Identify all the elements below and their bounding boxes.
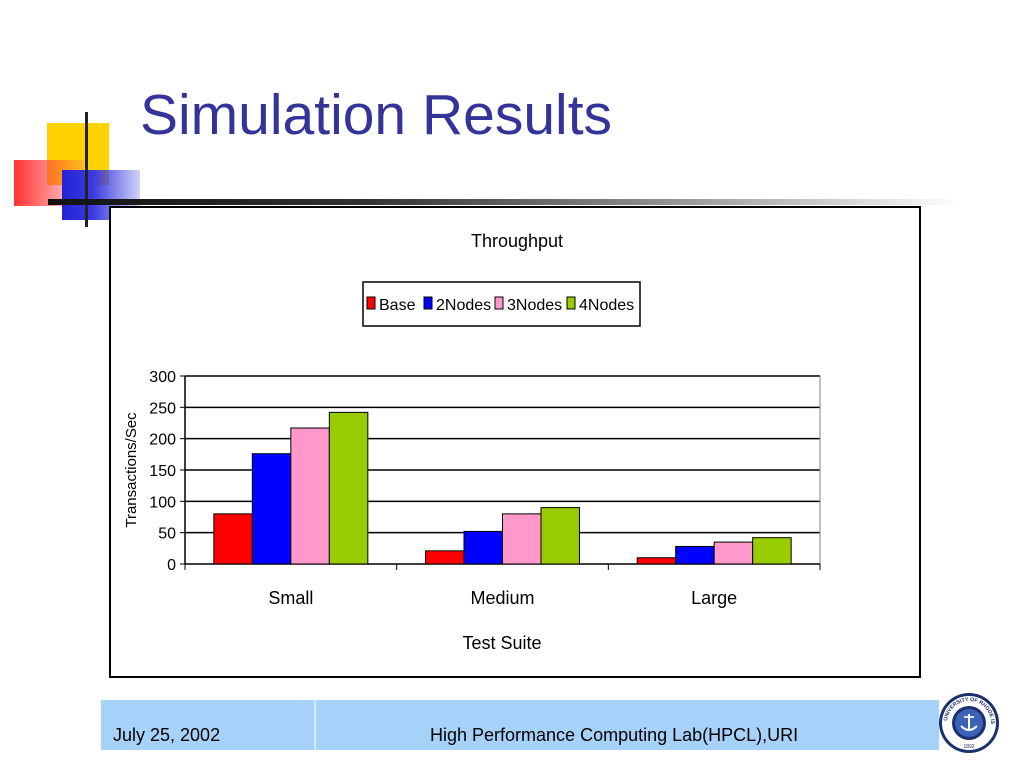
throughput-chart: Throughput Base 2Nodes 3Nodes 4Nodes 0 50 100 15… xyxy=(123,231,821,653)
bar-2-2 xyxy=(713,541,754,565)
decorative-vertical-line xyxy=(85,112,88,227)
bar-1-0 xyxy=(425,550,465,565)
y-tick-label: 300 xyxy=(149,369,176,386)
y-tick-label: 250 xyxy=(149,400,176,417)
bar-2-1 xyxy=(675,545,715,565)
bar-1-2 xyxy=(502,513,542,565)
university-seal-logo: UNIVERSITY OF RHODE ISLAND 1892 xyxy=(938,692,999,753)
legend-swatch xyxy=(494,296,504,310)
x-category-label: Large xyxy=(691,588,737,608)
title-underline xyxy=(48,199,960,205)
bar-0-2 xyxy=(290,427,330,565)
footer-divider xyxy=(314,700,316,750)
x-category-label: Small xyxy=(268,588,313,608)
legend-swatch xyxy=(423,296,433,310)
chart-legend: Base 2Nodes 3Nodes 4Nodes xyxy=(362,281,641,327)
y-tick-label: 200 xyxy=(149,432,176,449)
bar-0-0 xyxy=(213,513,253,565)
bar-2-3 xyxy=(752,537,792,565)
x-axis-label: Test Suite xyxy=(462,633,541,653)
bar-2-0 xyxy=(636,557,677,565)
y-tick-label: 0 xyxy=(167,557,176,574)
footer-date: July 25, 2002 xyxy=(113,725,221,745)
legend-label: 4Nodes xyxy=(579,297,634,314)
bar-1-3 xyxy=(540,507,580,565)
legend-swatch xyxy=(566,296,576,310)
slide-title: Simulation Results xyxy=(140,83,613,147)
bar-0-3 xyxy=(328,411,369,565)
bar-1-1 xyxy=(463,530,503,565)
legend-label: Base xyxy=(379,297,416,314)
y-axis-label: Transactions/Sec xyxy=(123,412,140,528)
y-tick-label: 50 xyxy=(158,526,176,543)
x-category-label: Medium xyxy=(470,588,534,608)
y-tick-label: 100 xyxy=(149,494,176,511)
svg-text:1892: 1892 xyxy=(963,744,974,750)
legend-swatch xyxy=(366,296,376,310)
bar-0-1 xyxy=(251,453,292,565)
y-tick-label: 150 xyxy=(149,463,176,480)
legend-label: 2Nodes xyxy=(436,297,491,314)
footer-bar xyxy=(101,700,939,750)
legend-label: 3Nodes xyxy=(507,297,562,314)
chart-title: Throughput xyxy=(471,231,563,251)
footer-lab: High Performance Computing Lab(HPCL),URI xyxy=(430,725,799,745)
